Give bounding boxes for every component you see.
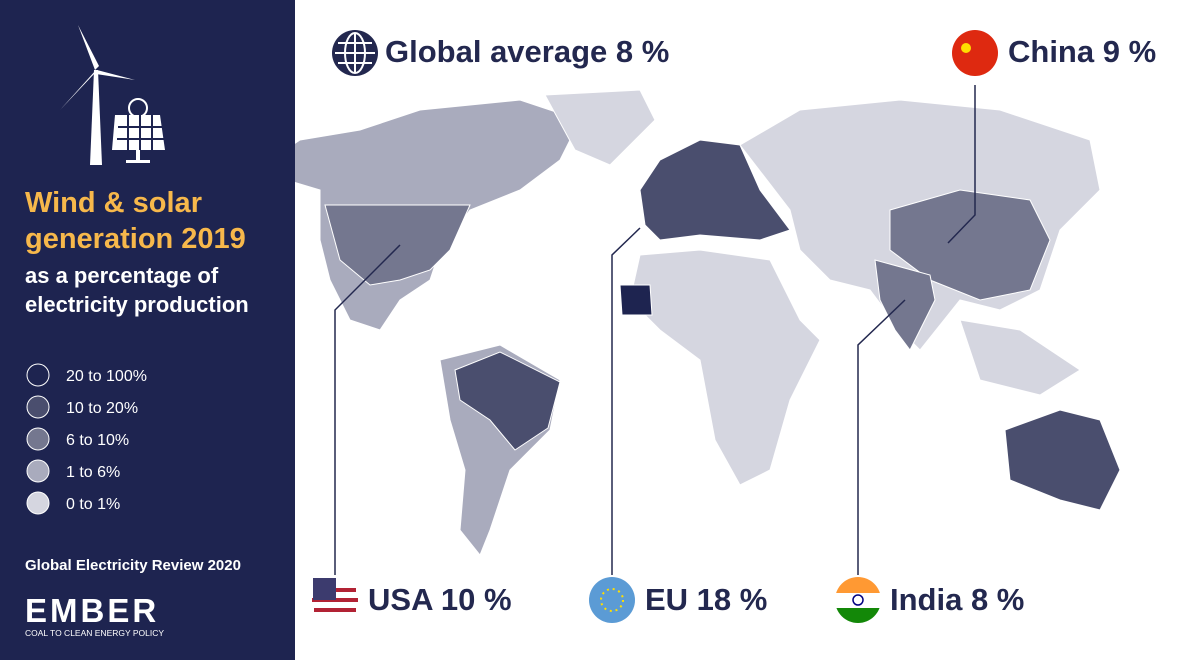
logo: EMBER [25,592,159,629]
leader-usa [334,244,401,575]
china-flag [952,30,998,76]
china [889,189,1051,301]
legend-label: 10 to 20% [66,400,138,417]
legend-label: 6 to 10% [66,432,129,449]
callout-usa: USA 10 % [368,582,512,617]
usa-flag [312,577,358,623]
leader-eu [611,227,641,575]
callout-india: India 8 % [890,582,1024,617]
australia [1004,409,1121,511]
india [874,259,936,351]
legend-label: 20 to 100% [66,368,147,385]
leader-lines [334,85,976,575]
logo-tagline: COAL TO CLEAN ENERGY POLICY [25,628,164,638]
legend-label: 0 to 1% [66,496,120,513]
legend-swatch [26,491,50,515]
legend-swatch [26,363,50,387]
sidebar-text: Wind & solar generation 2019 as a percen… [25,187,249,638]
subtitle-line: as a percentage of [25,263,219,288]
eu-flag [589,577,635,623]
source: Global Electricity Review 2020 [25,557,241,574]
globe-icon [332,30,378,76]
europe [639,139,791,241]
brazil [454,351,561,451]
leader-india [857,299,906,575]
leader-china [947,85,976,244]
callout-eu: EU 18 % [645,582,767,617]
callout-global: Global average 8 % [385,34,669,69]
usa [324,204,471,286]
legend-swatch [26,427,50,451]
southeast-asia [959,319,1081,396]
legend-swatch [26,459,50,483]
legend-swatch [26,395,50,419]
greenland [544,89,656,166]
title-line: Wind & solar [25,187,202,219]
callout-china: China 9 % [1008,34,1156,69]
legend-label: 1 to 6% [66,464,120,481]
mauritania [619,284,653,316]
india-flag [835,577,881,623]
subtitle-line: electricity production [25,292,249,317]
world-map [239,89,1121,556]
africa [629,249,821,486]
title-line: generation 2019 [25,223,246,255]
turbine-icon [60,25,165,165]
